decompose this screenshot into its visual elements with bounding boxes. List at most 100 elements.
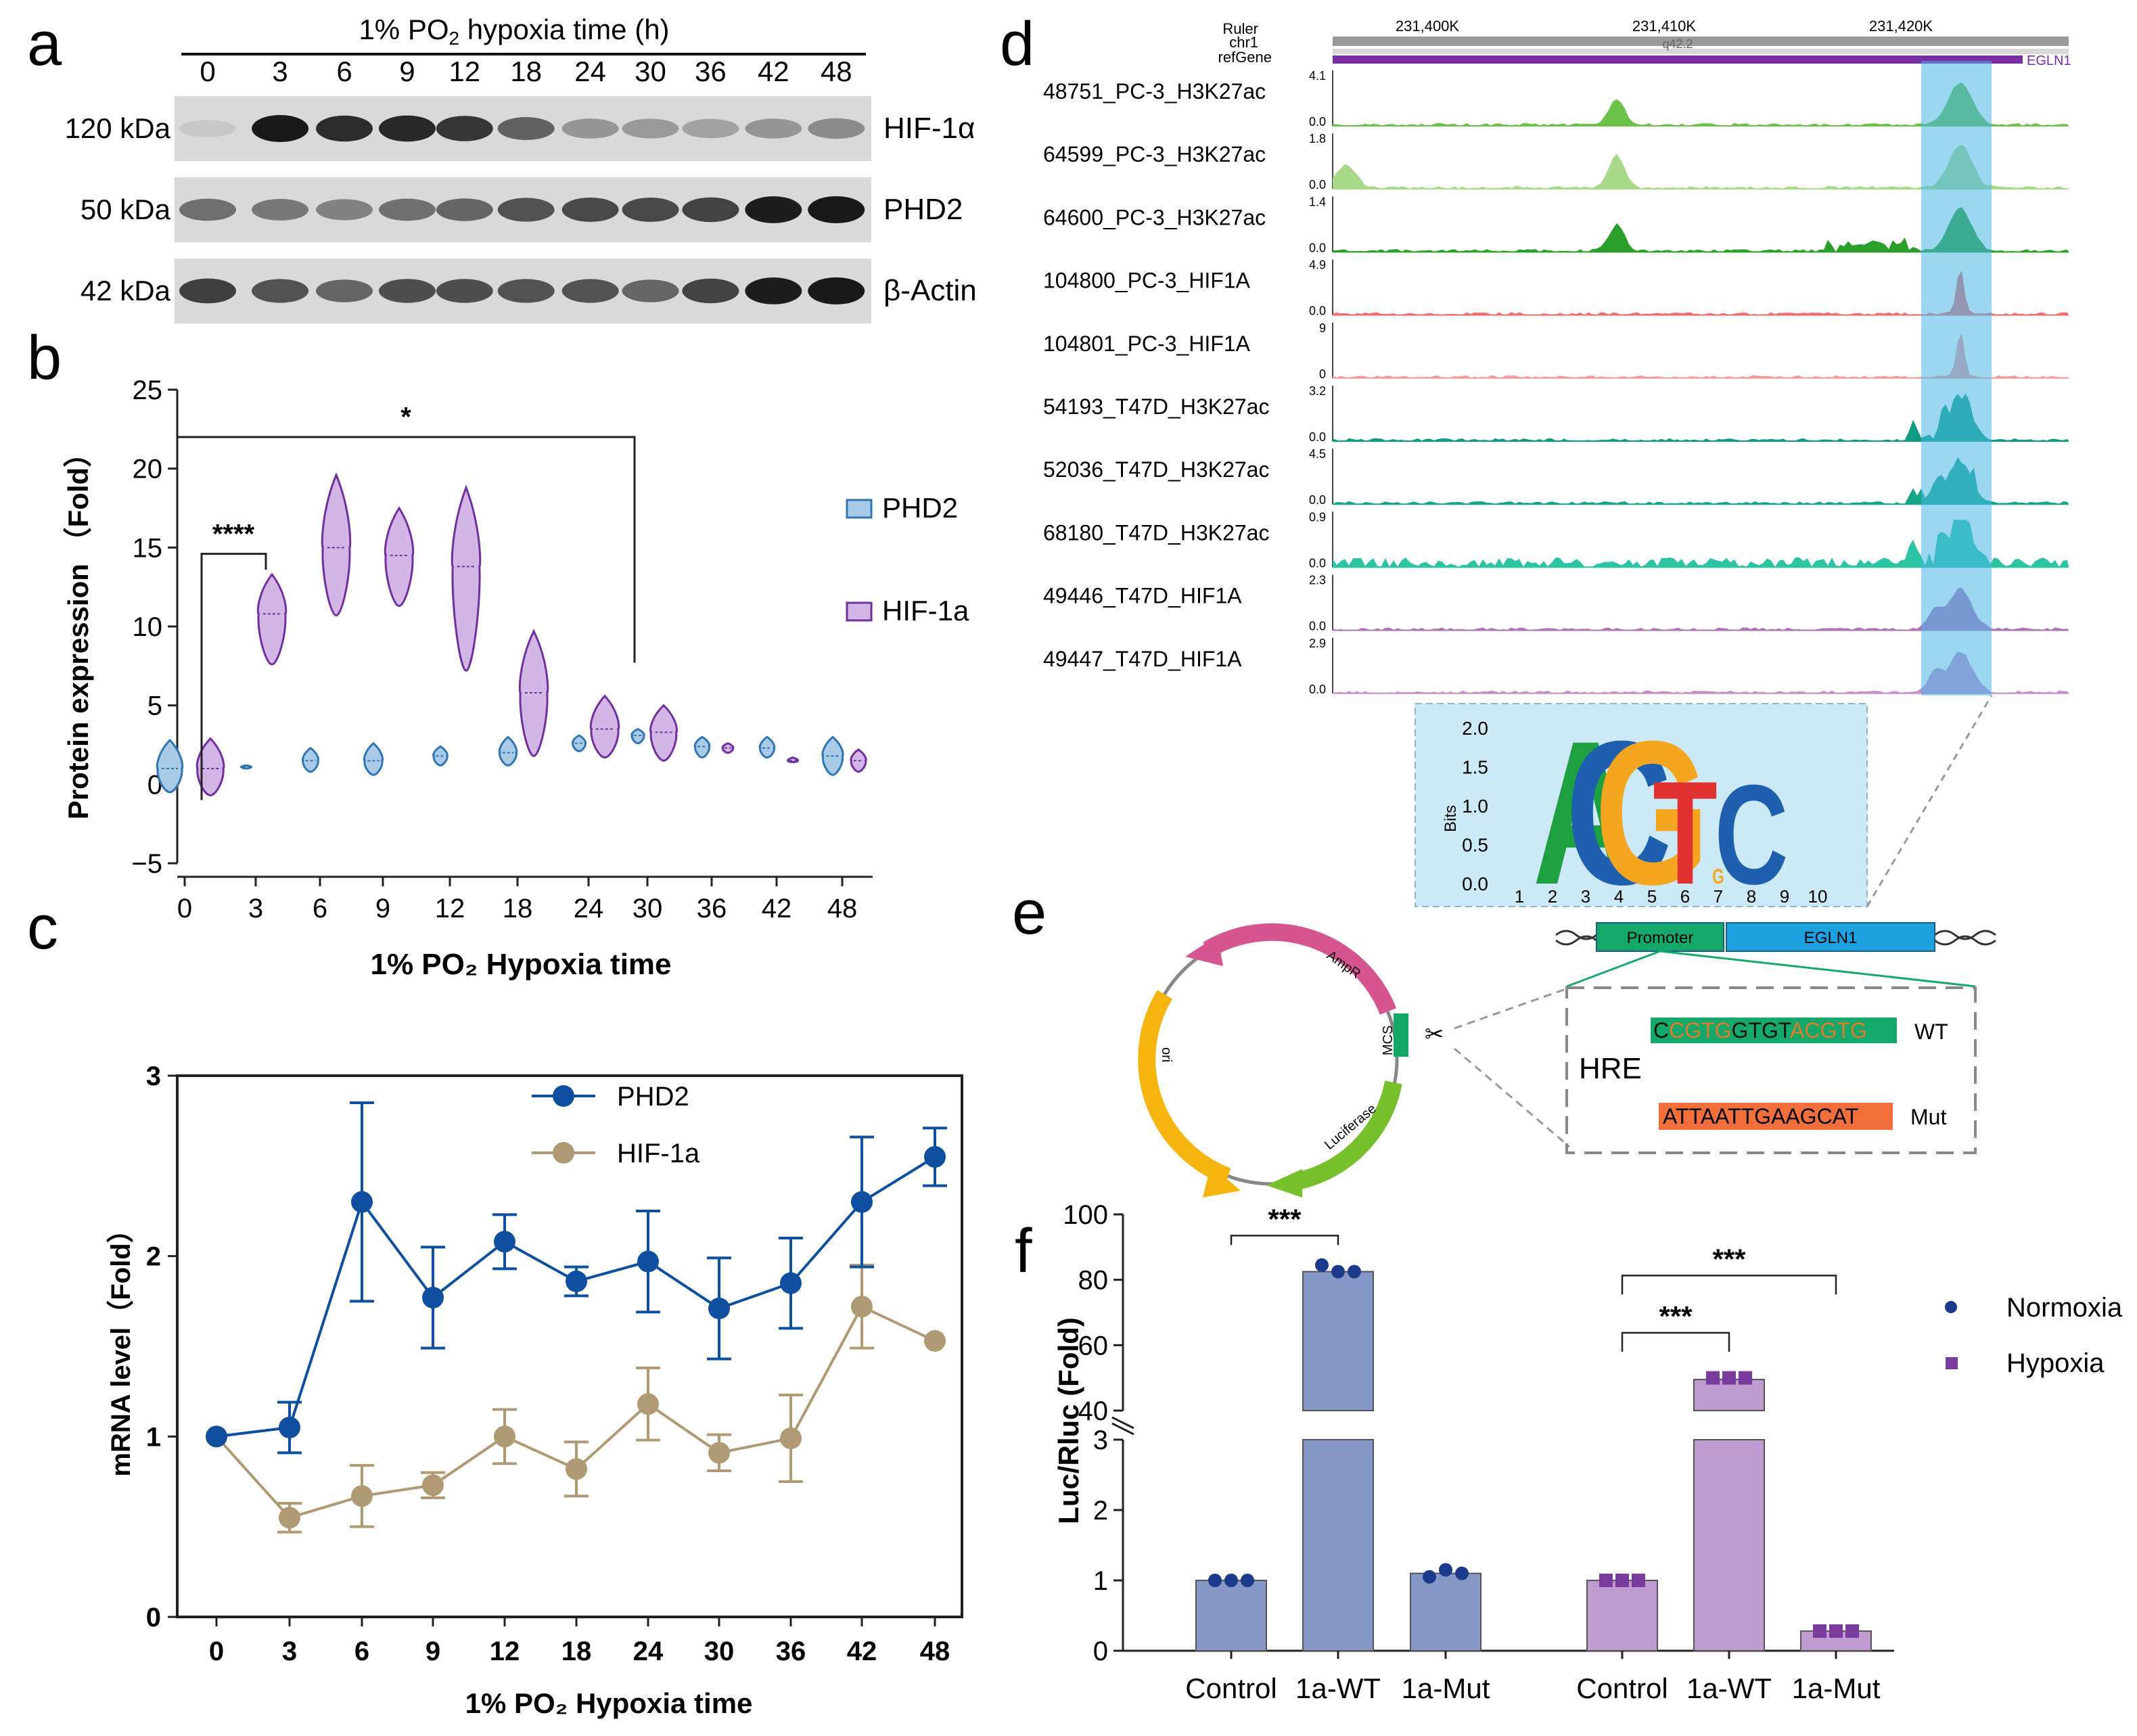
plot-frame <box>176 1074 963 1618</box>
violin-HIF-1a <box>518 629 549 757</box>
lane-label: 9 <box>399 55 415 87</box>
point-HIF-1a <box>851 1296 873 1318</box>
violin-HIF-1a <box>787 756 799 764</box>
data-point <box>1615 1574 1629 1587</box>
point-HIF-1a <box>422 1474 444 1497</box>
violin-PHD2 <box>758 735 776 759</box>
data-point <box>1208 1574 1222 1587</box>
violin-PHD2 <box>498 735 518 767</box>
x-axis-label: 1% PO₂ Hypoxia time <box>465 1687 753 1719</box>
blot-band <box>316 115 373 142</box>
track-label: 104801_PC-3_HIF1A <box>1043 332 1251 356</box>
data-point <box>1599 1574 1613 1587</box>
track-min: 0 <box>1319 367 1326 381</box>
sig-bracket-1 <box>200 553 267 800</box>
motif-axis: 2.0 1.5 1.0 0.5 0.0 1 2 3 4 5 6 7 8 9 10 <box>1462 718 1827 907</box>
track-max: 4.5 <box>1309 447 1326 461</box>
sig-bracket <box>1230 1235 1339 1246</box>
motif-ytick: 1.5 <box>1462 757 1488 778</box>
track-max: 2.9 <box>1309 637 1326 650</box>
legend-label-hypoxia: Hypoxia <box>2006 1348 2105 1378</box>
blot-band <box>436 198 493 221</box>
violin-PHD2 <box>301 746 320 773</box>
ori-arc <box>1138 990 1231 1185</box>
violin-HIF-1a <box>589 694 620 759</box>
x-tick-label: 18 <box>561 1637 592 1666</box>
bar-Hypoxia <box>1586 1580 1658 1651</box>
ampr-arc <box>1203 923 1397 1015</box>
x-tick-label: Control <box>1576 1672 1668 1704</box>
x-tick-label: 1a-Mut <box>1792 1672 1881 1704</box>
blot-band <box>179 120 237 137</box>
legend-marker-PHD2 <box>553 1085 574 1107</box>
bar-lower-Hypoxia <box>1693 1439 1765 1651</box>
ampr-arrow <box>1185 936 1223 966</box>
point-HIF-1a <box>566 1458 587 1480</box>
track-max: 0.9 <box>1309 510 1326 524</box>
data-point <box>1439 1563 1452 1577</box>
panel-a-western-blot: 1% PO2 hypoxia time (h) 0 3 6 9 12 18 24 30 36 42… <box>65 14 977 323</box>
y-axis-label: mRNA level（Fold） <box>106 1216 136 1476</box>
blot-band <box>436 116 493 141</box>
blot-title: 1% PO2 hypoxia time (h) <box>359 14 669 49</box>
panel-letter-e: e <box>1012 878 1047 947</box>
x-tick-label: 24 <box>633 1637 664 1666</box>
point-HIF-1a <box>780 1427 802 1449</box>
point-HIF-1a <box>924 1330 946 1352</box>
highlight-region <box>1921 61 1992 695</box>
hre-box <box>1565 986 1977 1154</box>
blot-rows: 120 kDa HIF-1α 50 kDa PHD2 42 kDa β-Actin <box>65 96 977 323</box>
panel-letter-f: f <box>1015 1216 1032 1285</box>
motif-xtick: 1 <box>1515 886 1524 907</box>
point-PHD2 <box>708 1298 730 1319</box>
zoom-line-upper <box>1454 986 1570 1030</box>
x-tick-label: 6 <box>354 1637 369 1666</box>
motif-box <box>1415 703 1868 907</box>
motif-letter-G: G <box>1594 698 1709 928</box>
y-tick-label: 1 <box>146 1422 161 1452</box>
blot-band <box>316 199 373 221</box>
blot-band <box>378 115 436 142</box>
data-point <box>1455 1566 1469 1580</box>
luciferase-arrow <box>1266 1169 1302 1197</box>
blot-band <box>252 115 309 142</box>
lane-label: 48 <box>821 55 852 87</box>
lane-label: 30 <box>635 55 666 87</box>
motif-xtick: 4 <box>1614 886 1624 907</box>
y-tick-label: 2 <box>146 1242 161 1272</box>
x-tick-label: 18 <box>503 894 533 923</box>
chrom-label: chr1 <box>1229 34 1258 51</box>
blot-band <box>682 118 739 139</box>
blot-protein-label: PHD2 <box>883 193 963 226</box>
point-PHD2 <box>780 1272 802 1294</box>
x-tick-label: 12 <box>490 1637 520 1666</box>
x-tick-label: 24 <box>574 894 604 923</box>
point-HIF-1a <box>494 1425 515 1448</box>
blot-band <box>682 278 739 304</box>
point-HIF-1a <box>279 1507 300 1529</box>
sig-bracket <box>1621 1275 1837 1295</box>
track-max: 4.9 <box>1309 258 1326 272</box>
y-tick-label-lower: 2 <box>1093 1496 1108 1526</box>
track-min: 0.0 <box>1309 115 1326 129</box>
ruler-bar <box>1333 37 2069 46</box>
promoter-zoom-left <box>1566 950 1661 988</box>
blot-band <box>252 279 309 303</box>
bar-lower-Normoxia <box>1302 1439 1374 1651</box>
motif-xtick: 8 <box>1747 886 1756 907</box>
x-tick-label: 48 <box>920 1637 950 1666</box>
track-min: 0.0 <box>1309 620 1326 633</box>
x-tick-label: 1a-WT <box>1295 1672 1381 1704</box>
refgene-label: refGene <box>1218 49 1272 66</box>
violin-HIF-1a <box>649 704 678 762</box>
blot-band <box>808 118 865 139</box>
violin-HIF-1a <box>196 737 225 797</box>
data-point <box>1722 1371 1736 1385</box>
motif-xtick: 7 <box>1714 886 1723 907</box>
blot-band <box>622 198 679 222</box>
y-tick-label: −5 <box>131 849 162 879</box>
data-point <box>1829 1624 1843 1638</box>
motif-xtick: 10 <box>1808 886 1828 907</box>
lane-label: 18 <box>510 55 542 87</box>
